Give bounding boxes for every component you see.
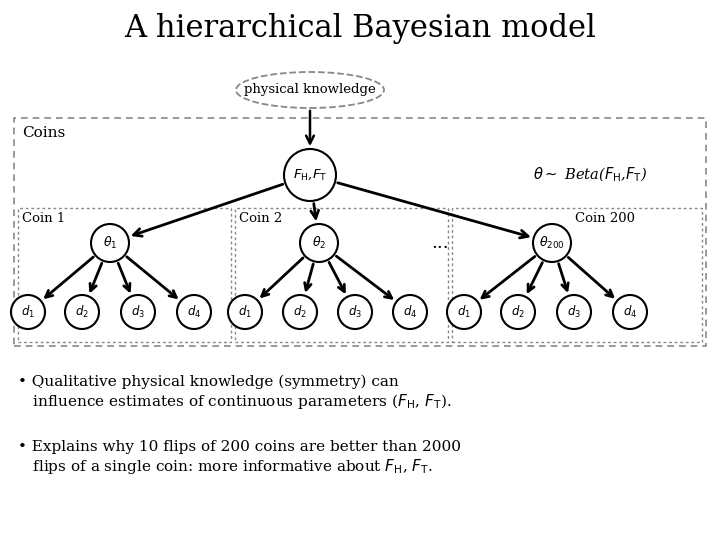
Circle shape <box>447 295 481 329</box>
Text: $\theta_1$: $\theta_1$ <box>103 235 117 251</box>
Text: $d_1$: $d_1$ <box>21 304 35 320</box>
Text: $d_3$: $d_3$ <box>131 304 145 320</box>
Text: A hierarchical Bayesian model: A hierarchical Bayesian model <box>124 12 596 44</box>
Circle shape <box>300 224 338 262</box>
Circle shape <box>613 295 647 329</box>
Text: Coin 2: Coin 2 <box>239 212 282 225</box>
Text: physical knowledge: physical knowledge <box>244 84 376 97</box>
Bar <box>14 118 706 346</box>
Text: $\mathit{F}_\mathsf{H}$,$\mathit{F}_\mathsf{T}$: $\mathit{F}_\mathsf{H}$,$\mathit{F}_\mat… <box>293 168 327 182</box>
Text: $d_1$: $d_1$ <box>238 304 252 320</box>
Bar <box>18 208 231 342</box>
Text: $d_3$: $d_3$ <box>348 304 362 320</box>
Text: $d_2$: $d_2$ <box>511 304 525 320</box>
Ellipse shape <box>236 72 384 108</box>
Text: $d_2$: $d_2$ <box>293 304 307 320</box>
Text: • Qualitative physical knowledge (symmetry) can
   influence estimates of contin: • Qualitative physical knowledge (symmet… <box>18 375 451 411</box>
Text: Coin 200: Coin 200 <box>575 212 635 225</box>
Text: Coins: Coins <box>22 126 66 140</box>
Bar <box>235 208 448 342</box>
Circle shape <box>501 295 535 329</box>
Text: $\theta_2$: $\theta_2$ <box>312 235 326 251</box>
Text: $d_4$: $d_4$ <box>403 304 417 320</box>
Text: $\theta_{200}$: $\theta_{200}$ <box>539 235 565 251</box>
Circle shape <box>557 295 591 329</box>
Circle shape <box>65 295 99 329</box>
Text: $d_4$: $d_4$ <box>187 304 201 320</box>
Text: $\theta\sim$ Beta($\mathit{F}_\mathsf{H}$,$\mathit{F}_\mathsf{T}$): $\theta\sim$ Beta($\mathit{F}_\mathsf{H}… <box>533 166 647 184</box>
Circle shape <box>228 295 262 329</box>
Circle shape <box>533 224 571 262</box>
Circle shape <box>393 295 427 329</box>
Circle shape <box>284 149 336 201</box>
Circle shape <box>121 295 155 329</box>
Text: Coin 1: Coin 1 <box>22 212 66 225</box>
Text: $d_1$: $d_1$ <box>457 304 471 320</box>
Bar <box>452 208 702 342</box>
Circle shape <box>177 295 211 329</box>
Circle shape <box>338 295 372 329</box>
Text: ...: ... <box>431 234 449 252</box>
Circle shape <box>11 295 45 329</box>
Text: $d_2$: $d_2$ <box>75 304 89 320</box>
Text: • Explains why 10 flips of 200 coins are better than 2000
   flips of a single c: • Explains why 10 flips of 200 coins are… <box>18 440 461 476</box>
Circle shape <box>91 224 129 262</box>
Circle shape <box>283 295 317 329</box>
Text: $d_3$: $d_3$ <box>567 304 581 320</box>
Text: $d_4$: $d_4$ <box>623 304 637 320</box>
